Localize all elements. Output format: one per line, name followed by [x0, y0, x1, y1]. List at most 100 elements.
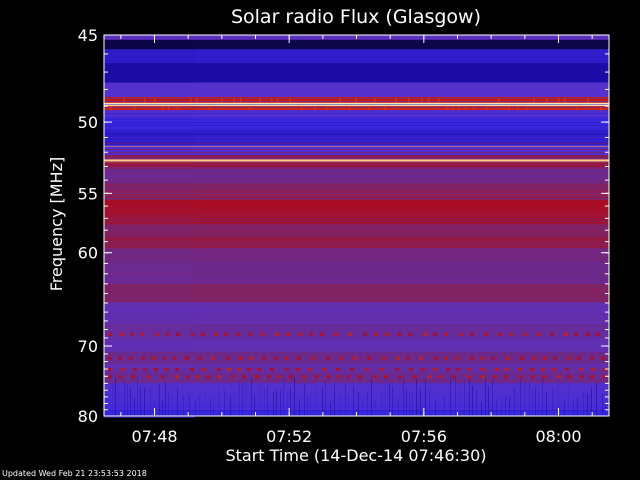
texture-line [104, 404, 609, 405]
texture-line [104, 275, 609, 276]
texture-line [104, 161, 609, 162]
burst-dot [409, 368, 413, 371]
texture-line [104, 320, 609, 321]
interference-spike [277, 98, 279, 103]
noise-streak [330, 402, 331, 416]
frequency-band-early [104, 201, 195, 215]
burst-dot [211, 356, 215, 360]
burst-dot [504, 375, 508, 379]
burst-dot [579, 368, 583, 371]
interference-spike [587, 98, 589, 103]
burst-dot [365, 368, 369, 371]
texture-line [104, 233, 609, 234]
chart-title: Solar radio Flux (Glasgow) [231, 6, 481, 28]
texture-line [104, 116, 609, 117]
texture-line [104, 302, 609, 303]
frequency-band [104, 63, 609, 83]
burst-dot [348, 332, 352, 336]
burst-dot [165, 368, 169, 371]
texture-line [104, 152, 609, 153]
interference-spike [465, 106, 467, 111]
burst-dot [326, 375, 330, 379]
frequency-band [104, 162, 609, 169]
texture-line [104, 179, 609, 180]
noise-streak [218, 387, 219, 416]
x-tick-label: 07:48 [131, 427, 177, 446]
burst-dot [428, 375, 432, 379]
texture-line [104, 257, 609, 258]
burst-dot [191, 332, 195, 336]
interference-spike [452, 106, 454, 111]
burst-dot [308, 368, 312, 371]
texture-line [104, 155, 609, 156]
burst-dot [452, 375, 456, 379]
burst-dot [509, 332, 513, 336]
noise-streak [392, 386, 393, 416]
burst-dot [467, 368, 471, 371]
updated-timestamp: Updated Wed Feb 21 23:53:53 2018 [2, 469, 147, 478]
noise-streak [488, 385, 489, 416]
burst-dot [557, 375, 561, 379]
frequency-band [104, 82, 609, 97]
burst-dot [498, 332, 502, 336]
noise-streak [472, 385, 473, 416]
frequency-band-early [104, 239, 195, 251]
texture-line [104, 113, 609, 114]
burst-dot [274, 356, 278, 360]
burst-dot [130, 332, 134, 336]
noise-streak [115, 377, 116, 416]
texture-line [104, 386, 609, 387]
frequency-band [104, 372, 609, 384]
frequency-band-early [104, 411, 195, 418]
noise-streak [213, 402, 214, 416]
texture-line [104, 206, 609, 207]
burst-dot [339, 356, 343, 360]
interference-spike [154, 98, 156, 103]
noise-streak [334, 385, 335, 416]
texture-line [104, 407, 609, 408]
burst-dot [237, 368, 241, 371]
y-tick-label: 80 [78, 407, 98, 426]
burst-dot [567, 375, 571, 379]
texture-line [104, 311, 609, 312]
frequency-band-early [104, 65, 195, 85]
burst-dot [309, 332, 313, 336]
noise-streak [259, 384, 260, 416]
noise-streak [294, 377, 295, 416]
interference-spike [190, 98, 192, 103]
burst-dot [242, 375, 246, 379]
noise-streak [264, 387, 265, 416]
noise-streak [420, 389, 421, 416]
burst-dot [353, 356, 357, 360]
burst-dot [395, 368, 399, 371]
burst-dot [131, 375, 135, 379]
burst-dot [413, 375, 417, 379]
burst-dot [423, 332, 427, 336]
noise-streak [162, 400, 163, 416]
noise-streak [246, 376, 247, 416]
noise-streak [168, 392, 169, 416]
burst-dot [249, 356, 253, 360]
burst-dot [438, 375, 442, 379]
burst-dot [367, 356, 371, 360]
burst-dot [118, 356, 122, 360]
texture-line [104, 197, 609, 198]
noise-streak [267, 386, 268, 416]
noise-streak [542, 377, 543, 416]
noise-streak [159, 383, 160, 416]
texture-line [104, 125, 609, 126]
interference-spike [446, 106, 448, 111]
burst-dot [320, 332, 324, 336]
texture-line [104, 227, 609, 228]
frequency-band-early [104, 226, 195, 240]
noise-streak [140, 387, 141, 416]
interference-spike [546, 98, 548, 103]
burst-dot [133, 368, 137, 371]
texture-line [104, 182, 609, 183]
noise-streak [509, 397, 510, 416]
texture-line [104, 236, 609, 237]
interference-spike [395, 98, 397, 103]
interference-spike [421, 98, 423, 103]
texture-line [104, 266, 609, 267]
